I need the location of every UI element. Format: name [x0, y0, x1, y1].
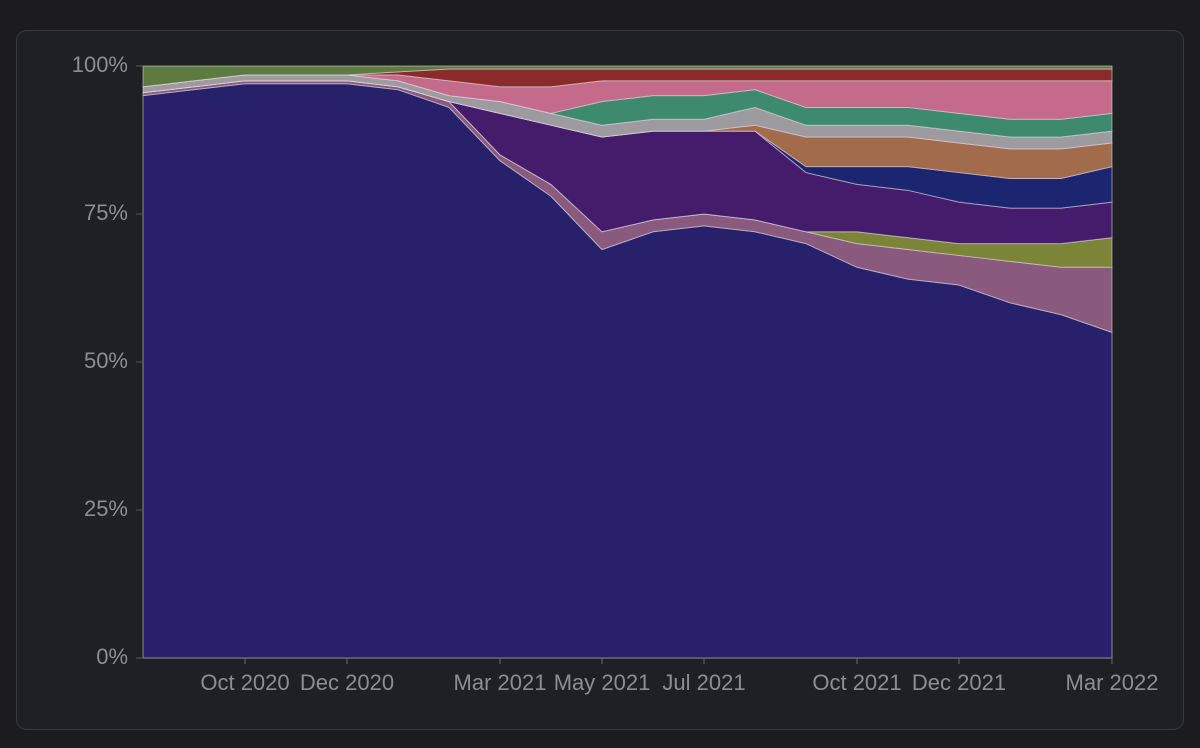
x-tick-label: Dec 2020 [300, 670, 394, 695]
x-tick-label: Mar 2021 [454, 670, 547, 695]
y-tick-label: 25% [84, 496, 128, 521]
x-tick-label: Oct 2020 [200, 670, 289, 695]
y-tick-label: 50% [84, 348, 128, 373]
x-tick-label: Oct 2021 [812, 670, 901, 695]
y-tick-label: 100% [72, 52, 128, 77]
x-tick-label: Mar 2022 [1066, 670, 1159, 695]
x-tick-label: Jul 2021 [662, 670, 745, 695]
y-tick-label: 0% [96, 644, 128, 669]
x-tick-label: Dec 2021 [912, 670, 1006, 695]
areas [142, 65, 1113, 659]
y-tick-label: 75% [84, 200, 128, 225]
x-tick-label: May 2021 [554, 670, 651, 695]
area [142, 65, 1113, 88]
